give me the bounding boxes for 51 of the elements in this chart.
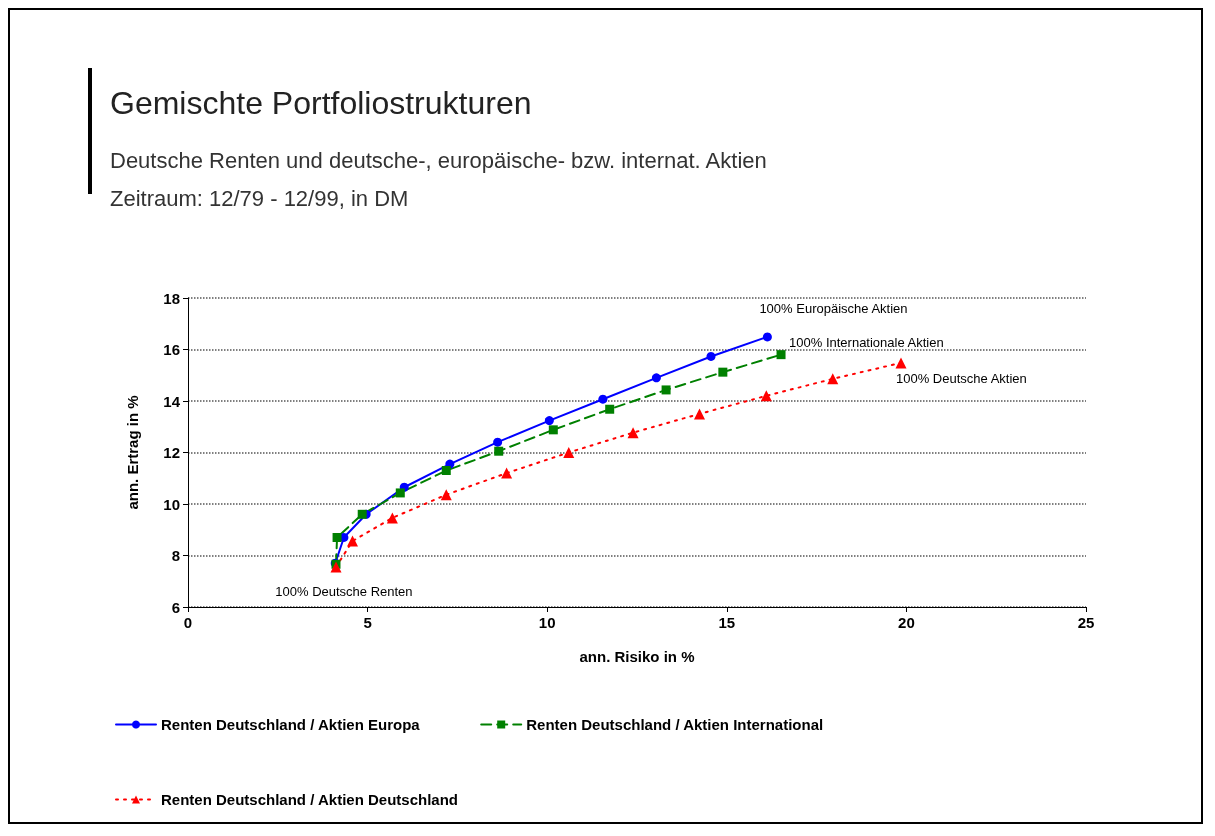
point bbox=[760, 390, 772, 402]
point bbox=[762, 332, 772, 342]
point bbox=[694, 408, 705, 420]
point bbox=[598, 394, 608, 404]
annotation: 100% Europäische Aktien bbox=[759, 301, 908, 317]
point bbox=[386, 512, 398, 524]
x-axis-title: ann. Risiko in % bbox=[579, 648, 695, 665]
legend-label: Renten Deutschland / Aktien Europa bbox=[161, 716, 421, 733]
point bbox=[563, 447, 575, 458]
point bbox=[330, 561, 342, 573]
point bbox=[395, 488, 405, 498]
chart-subtitle: Deutsche Renten und deutsche-, europäische- bzw. internat. Aktien Zeitraum: 12/79 - 12/99, in DM bbox=[110, 147, 767, 211]
point bbox=[718, 367, 728, 377]
point bbox=[827, 373, 839, 385]
point bbox=[494, 446, 504, 456]
annotation: 100% Deutsche Aktien bbox=[896, 371, 1027, 387]
x-tick-label: 10 bbox=[538, 614, 556, 631]
annotation: 100% Internationale Aktien bbox=[789, 335, 944, 351]
point bbox=[776, 350, 786, 360]
point bbox=[661, 385, 671, 395]
chart-title: Gemischte Portfoliostrukturen bbox=[110, 85, 532, 121]
annotation: 100% Deutsche Renten bbox=[275, 584, 413, 600]
y-tick-label: 12 bbox=[163, 444, 180, 461]
point bbox=[605, 404, 615, 414]
x-tick-label: 0 bbox=[183, 614, 193, 631]
y-axis-title: ann. Ertrag in % bbox=[124, 395, 141, 510]
x-tick-label: 20 bbox=[898, 614, 915, 631]
y-tick-label: 16 bbox=[163, 341, 180, 358]
y-tick-label: 10 bbox=[163, 495, 180, 513]
point bbox=[441, 466, 451, 476]
point bbox=[501, 467, 513, 479]
point bbox=[706, 351, 716, 361]
legend-label: Renten Deutschland / Aktien Deutschland bbox=[161, 791, 458, 808]
point bbox=[347, 535, 359, 547]
y-tick-label: 14 bbox=[163, 392, 181, 410]
point bbox=[548, 425, 558, 435]
y-tick-label: 6 bbox=[171, 598, 180, 616]
x-tick-label: 25 bbox=[1077, 614, 1095, 631]
x-tick-label: 15 bbox=[718, 614, 736, 631]
point bbox=[440, 489, 452, 501]
point bbox=[895, 357, 907, 369]
point bbox=[493, 437, 503, 447]
point bbox=[627, 427, 639, 439]
x-tick-label: 5 bbox=[363, 614, 372, 631]
point bbox=[332, 532, 342, 542]
point bbox=[357, 509, 367, 519]
y-tick-label: 18 bbox=[163, 289, 180, 307]
y-tick-label: 8 bbox=[171, 547, 180, 564]
point bbox=[544, 416, 554, 426]
legend-label: Renten Deutschland / Aktien International bbox=[526, 716, 824, 733]
point bbox=[651, 373, 661, 383]
